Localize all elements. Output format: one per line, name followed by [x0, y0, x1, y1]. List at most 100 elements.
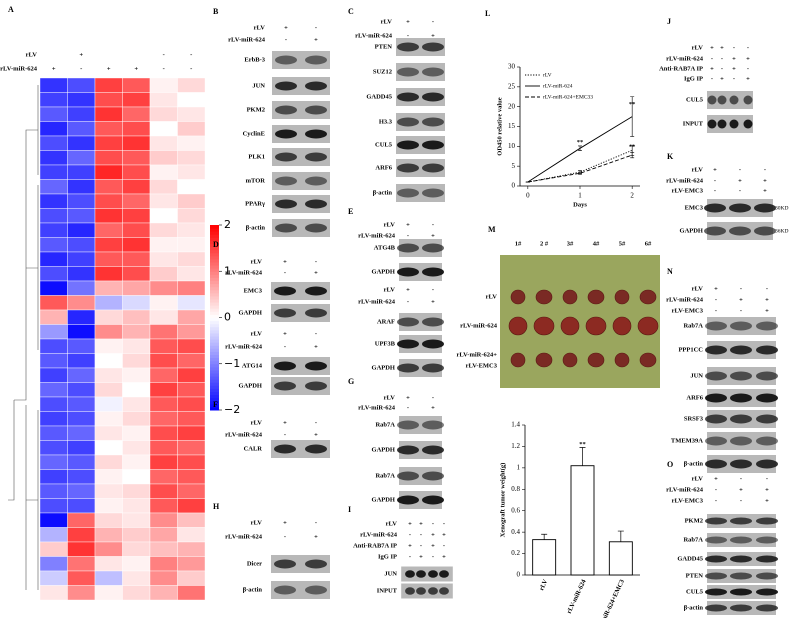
line — [527, 154, 633, 183]
heatmap-cell — [149, 280, 178, 296]
blot-strip — [271, 357, 330, 375]
tumor — [614, 289, 630, 305]
blot-band — [405, 587, 415, 595]
heatmap-cell — [177, 193, 206, 209]
colorbar-segment — [210, 317, 219, 322]
colorbar-label: −1 — [224, 357, 240, 370]
blot-band — [439, 587, 449, 595]
y-tick-label: 1.2 — [511, 442, 520, 450]
heatmap-cell — [39, 454, 68, 470]
heatmap-cell — [149, 266, 178, 282]
sign: + — [431, 232, 435, 239]
sign: + — [765, 307, 769, 314]
blot-strip — [399, 335, 442, 353]
heatmap-cell — [177, 498, 206, 514]
heatmap-cell — [39, 121, 68, 137]
heatmap-cell — [177, 251, 206, 267]
sign: - — [409, 553, 411, 560]
colorbar-segment — [210, 258, 219, 263]
heatmap-cell — [67, 280, 96, 296]
tumor — [614, 352, 630, 368]
blot-band — [422, 267, 444, 277]
column-label: 5# — [619, 240, 626, 247]
blot-band — [397, 140, 419, 150]
colorbar-segment — [210, 225, 219, 229]
blot-band — [705, 459, 727, 469]
heatmap-cell — [122, 121, 151, 137]
sign: - — [733, 44, 735, 51]
row-label: rLV — [486, 293, 498, 300]
blot-band — [274, 381, 296, 391]
colorbar-segment — [210, 342, 219, 346]
heatmap-cell — [94, 222, 123, 238]
sign: + — [52, 65, 56, 72]
sign: + — [431, 542, 435, 549]
y-tick-label: 10 — [508, 142, 516, 150]
blot-band — [705, 371, 727, 381]
sign: + — [406, 394, 410, 401]
heatmap-cell — [67, 454, 96, 470]
sign: - — [432, 520, 434, 527]
condition-label: rLV — [692, 166, 704, 173]
condition-label: rLV — [386, 520, 398, 527]
sign: + — [442, 531, 446, 538]
blot-band — [756, 517, 778, 525]
panel-letter: N — [667, 267, 673, 276]
panel-letter: H — [213, 502, 220, 511]
blot-band — [707, 119, 717, 129]
blot-band — [730, 588, 752, 596]
y-tick-label: 30 — [508, 63, 516, 71]
heatmap-cell — [94, 483, 123, 499]
band-label: mTOR — [246, 177, 266, 184]
heatmap-cell — [177, 237, 206, 253]
condition-label: IgG IP — [378, 553, 397, 560]
condition-label: rLV — [251, 419, 263, 426]
band-label: CUL5 — [686, 588, 704, 595]
colorbar-segment — [210, 299, 219, 303]
heatmap-cell — [149, 498, 178, 514]
bar — [570, 465, 595, 576]
condition-label: rLV — [384, 221, 396, 228]
sign: - — [315, 519, 317, 526]
heatmap-cell — [67, 251, 96, 267]
sign: + — [765, 486, 769, 493]
colorbar-segment — [210, 302, 219, 306]
y-axis-label: OD450 relative value — [496, 97, 503, 155]
band-label: CUL5 — [375, 141, 393, 148]
blot-band — [305, 559, 327, 569]
blot-band — [397, 363, 419, 373]
heatmap-cell — [94, 570, 123, 586]
heatmap-cell — [149, 454, 178, 470]
sign: + — [746, 75, 750, 82]
heatmap-cell — [177, 585, 206, 601]
band-label: GAPDH — [372, 446, 395, 453]
sign: - — [747, 65, 749, 72]
sign: + — [746, 55, 750, 62]
heatmap-cell — [39, 150, 68, 166]
blot-band — [756, 371, 778, 381]
colorbar-segment — [210, 339, 219, 343]
colorbar-segment — [210, 354, 219, 359]
band-label: PTEN — [375, 43, 393, 50]
blot-band — [397, 67, 419, 77]
column-label: 3# — [567, 240, 574, 247]
colorbar-segment — [210, 314, 219, 318]
colorbar-segment — [210, 277, 219, 281]
condition-label: rLV — [254, 24, 266, 31]
condition-label: rLV-miR-624 — [666, 486, 704, 493]
blot-band — [705, 414, 727, 424]
colorbar-segment — [210, 323, 219, 328]
blot-strip — [399, 467, 442, 485]
sign: - — [740, 307, 742, 314]
blot-band — [305, 223, 327, 233]
sign: - — [285, 36, 287, 43]
tumor — [533, 316, 555, 336]
colorbar-segment — [210, 329, 219, 334]
heatmap-cell — [39, 382, 68, 398]
panel-letter: C — [348, 7, 354, 16]
band-label: β-actin — [684, 460, 704, 467]
heatmap-cell — [67, 295, 96, 311]
x-tick-label: 1 — [578, 192, 582, 200]
condition-label: rLV-miR-624 — [358, 232, 396, 239]
blot-band — [756, 393, 778, 403]
